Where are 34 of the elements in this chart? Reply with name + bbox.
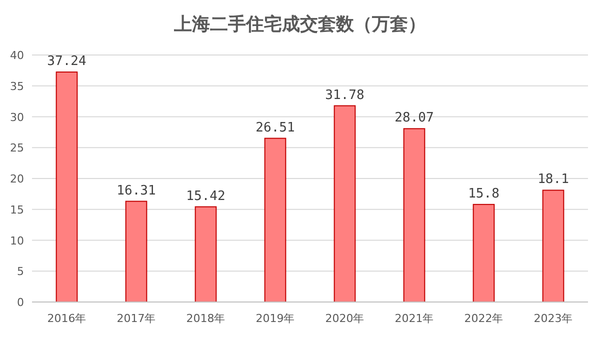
data-label: 28.07	[394, 110, 434, 126]
x-tick-label: 2023年	[534, 312, 573, 325]
x-tick-label: 2018年	[186, 312, 226, 325]
x-tick-label: 2019年	[256, 312, 295, 325]
bar	[264, 138, 286, 302]
data-label: 16.31	[116, 183, 156, 198]
y-tick-label: 35	[10, 80, 24, 93]
bar	[472, 204, 495, 302]
y-tick-label: 10	[10, 234, 24, 248]
bar	[56, 72, 78, 302]
bar	[194, 206, 217, 302]
data-label: 18.1	[538, 172, 569, 188]
data-label: 26.51	[256, 120, 295, 136]
data-label: 15.8	[468, 186, 500, 202]
y-tick-label: 15	[10, 203, 24, 216]
y-tick-label: 25	[10, 142, 24, 155]
data-label: 15.42	[186, 188, 226, 204]
y-tick-label: 0	[17, 296, 24, 309]
x-tick-label: 2016年	[47, 312, 86, 325]
bar	[403, 128, 426, 302]
x-tick-label: 2022年	[464, 312, 504, 325]
x-tick-label: 2017年	[116, 312, 156, 325]
bar	[334, 105, 356, 302]
y-tick-label: 40	[10, 49, 24, 62]
chart-title: 上海二手住宅成交套数（万套）	[173, 14, 426, 35]
bar	[542, 190, 564, 302]
y-tick-label: 5	[17, 265, 24, 278]
data-label: 31.78	[325, 88, 364, 103]
x-tick-label: 2020年	[325, 312, 364, 325]
x-tick-label: 2021年	[394, 312, 434, 325]
data-label: 37.24	[47, 54, 86, 70]
y-tick-label: 30	[10, 110, 24, 124]
bar	[125, 200, 148, 302]
y-tick-label: 20	[10, 172, 24, 186]
